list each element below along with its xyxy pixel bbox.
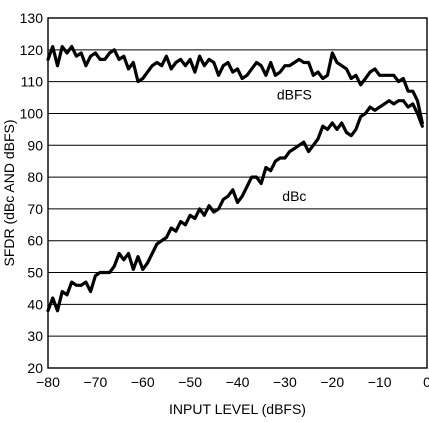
x-tick-label: −40 xyxy=(226,374,250,390)
x-tick-label: −80 xyxy=(36,374,60,390)
y-tick-label: 90 xyxy=(27,137,43,153)
series-line-dbfs xyxy=(46,44,424,125)
y-tick-label: 100 xyxy=(20,105,44,121)
y-tick-label: 80 xyxy=(27,169,43,185)
y-tick-label: 130 xyxy=(20,10,44,26)
x-tick-labels: −80 −70 −60 −50 −40 −30 −20 −10 0 xyxy=(36,374,429,390)
y-tick-label: 70 xyxy=(27,201,43,217)
x-tick-label: −30 xyxy=(273,374,297,390)
series-line-dbc xyxy=(46,99,424,313)
y-tick-label: 110 xyxy=(21,74,44,90)
series-label-dbfs: dBFS xyxy=(277,86,312,102)
y-tick-label: 60 xyxy=(27,233,43,249)
y-tick-label: 30 xyxy=(27,328,43,344)
x-axis-label: INPUT LEVEL (dBFS) xyxy=(169,401,306,417)
y-axis-label: SFDR (dBc AND dBFS) xyxy=(1,119,17,266)
x-tick-label: −70 xyxy=(84,374,108,390)
x-tick-label: −60 xyxy=(131,374,155,390)
y-tick-label: 120 xyxy=(20,42,44,58)
series-group xyxy=(46,44,424,313)
x-tick-label: −20 xyxy=(320,374,344,390)
x-tick-label: 0 xyxy=(423,374,429,390)
grid-lines xyxy=(48,49,427,337)
y-tick-label: 50 xyxy=(27,265,43,281)
series-labels: dBFS dBc xyxy=(277,86,312,204)
series-label-dbc: dBc xyxy=(282,188,306,204)
x-tick-label: −50 xyxy=(178,374,202,390)
y-tick-label: 20 xyxy=(27,360,43,376)
y-tick-labels: 20 30 40 50 60 70 80 90 100 110 120 130 xyxy=(20,10,44,376)
plot-frame xyxy=(47,17,428,369)
x-tick-label: −10 xyxy=(368,374,392,390)
y-tick-label: 40 xyxy=(27,296,43,312)
